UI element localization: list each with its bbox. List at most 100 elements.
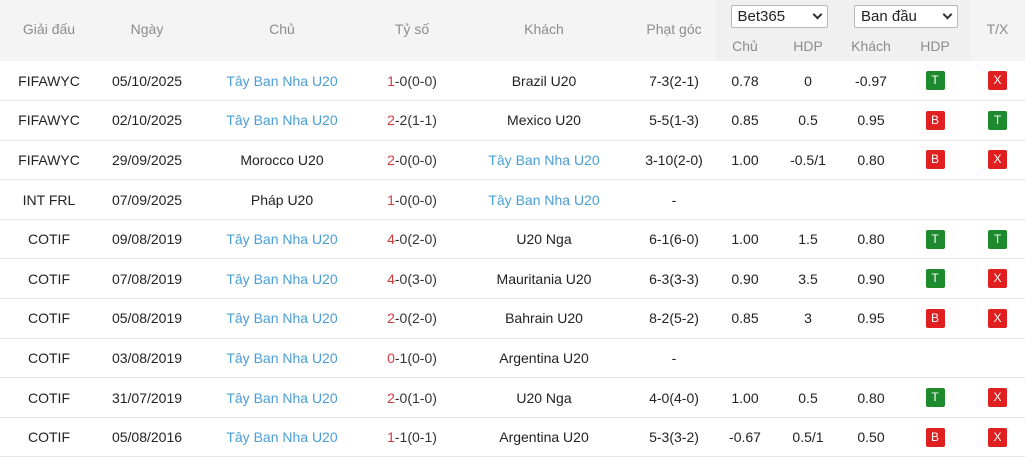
- odds-hdp: 3: [804, 310, 812, 327]
- away-team-link[interactable]: Tây Ban Nha U20: [488, 191, 600, 208]
- league-cell[interactable]: INT FRL: [22, 191, 76, 208]
- odds-away: 0.80: [857, 389, 885, 406]
- league-cell[interactable]: FIFAWYC: [18, 151, 80, 168]
- bookmaker-select[interactable]: Bet365: [730, 5, 828, 28]
- home-score: 2: [387, 389, 395, 406]
- score-cell[interactable]: 2-0(2-0): [368, 299, 456, 339]
- tx-result-cell: [970, 338, 1025, 378]
- corner-cell: 4-0(4-0): [649, 389, 699, 406]
- odds-away: [842, 338, 900, 378]
- home-score: 1: [387, 72, 395, 89]
- away-team-link[interactable]: Brazil U20: [511, 72, 577, 89]
- away-team-link[interactable]: U20 Nga: [516, 389, 572, 406]
- odds-home: 1.00: [731, 151, 759, 168]
- score-cell[interactable]: 1-1(0-1): [368, 417, 456, 457]
- away-team-link[interactable]: U20 Nga: [516, 231, 572, 248]
- odds-hdp: 0.5: [798, 389, 818, 406]
- tx-result-badge: X: [988, 150, 1007, 170]
- league-cell[interactable]: COTIF: [28, 231, 70, 248]
- home-team-link[interactable]: Tây Ban Nha U20: [226, 310, 338, 327]
- odds-home: 1.00: [731, 389, 759, 406]
- home-team-link[interactable]: Tây Ban Nha U20: [226, 112, 338, 129]
- away-team-link[interactable]: Mexico U20: [507, 112, 581, 129]
- league-cell[interactable]: COTIF: [28, 349, 70, 366]
- table-row: INT FRL 07/09/2025 Pháp U20 1-0(0-0) Tây…: [0, 180, 1025, 220]
- league-cell[interactable]: COTIF: [28, 429, 70, 446]
- score-cell[interactable]: 4-0(3-0): [368, 259, 456, 299]
- hdp-result-cell: B: [900, 417, 970, 457]
- tx-result-cell: X: [970, 378, 1025, 418]
- home-team-link[interactable]: Tây Ban Nha U20: [226, 389, 338, 406]
- tx-result-badge: X: [988, 269, 1007, 289]
- hdp-result-cell: [900, 180, 970, 220]
- odds-home: -0.67: [729, 429, 761, 446]
- home-score: 2: [387, 310, 395, 327]
- home-score: 2: [387, 151, 395, 168]
- tx-result-cell: X: [970, 259, 1025, 299]
- score-rest: -2(1-1): [394, 112, 437, 129]
- corner-cell: 8-2(5-2): [649, 310, 699, 327]
- odds-home: 1.00: [731, 231, 759, 248]
- league-cell[interactable]: COTIF: [28, 310, 70, 327]
- away-team-link[interactable]: Tây Ban Nha U20: [488, 151, 600, 168]
- hdp-result-cell: T: [900, 378, 970, 418]
- odds-home: 0.78: [731, 72, 759, 89]
- league-cell[interactable]: FIFAWYC: [18, 112, 80, 129]
- header-corner: Phạt góc: [632, 0, 716, 61]
- corner-cell: 7-3(2-1): [649, 72, 699, 89]
- header-league: Giải đấu: [0, 0, 98, 61]
- hdp-result-cell: B: [900, 101, 970, 141]
- score-cell[interactable]: 2-0(0-0): [368, 140, 456, 180]
- home-score: 1: [387, 191, 395, 208]
- league-cell[interactable]: COTIF: [28, 389, 70, 406]
- date-cell: 05/08/2016: [111, 429, 183, 446]
- bookmaker-select-cell: Bet365: [716, 0, 842, 31]
- header-home: Chủ: [196, 0, 368, 61]
- odds-type-select[interactable]: Ban đầu: [854, 5, 958, 28]
- hdp-result-cell: B: [900, 140, 970, 180]
- away-team-link[interactable]: Argentina U20: [499, 429, 589, 446]
- home-team-link[interactable]: Tây Ban Nha U20: [226, 270, 338, 287]
- header-odds-away: Khách: [842, 31, 900, 61]
- home-team-link[interactable]: Tây Ban Nha U20: [226, 231, 338, 248]
- corner-cell: -: [671, 191, 677, 208]
- home-team-link[interactable]: Tây Ban Nha U20: [226, 429, 338, 446]
- score-cell[interactable]: 0-1(0-0): [368, 338, 456, 378]
- score-rest: -0(2-0): [394, 231, 437, 248]
- odds-hdp: [774, 180, 842, 220]
- odds-hdp: 0: [804, 72, 812, 89]
- tx-result-cell: X: [970, 61, 1025, 101]
- odds-away: 0.80: [857, 231, 885, 248]
- home-team-link[interactable]: Tây Ban Nha U20: [226, 72, 338, 89]
- score-rest: -0(0-0): [394, 191, 437, 208]
- score-rest: -0(3-0): [394, 270, 437, 287]
- date-cell: 07/09/2025: [111, 191, 183, 208]
- away-team-link[interactable]: Argentina U20: [499, 349, 589, 366]
- odds-hdp: 3.5: [798, 270, 818, 287]
- score-cell[interactable]: 1-0(0-0): [368, 180, 456, 220]
- header-tx: T/X: [970, 0, 1025, 61]
- hdp-result-badge: T: [925, 388, 945, 408]
- tx-result-cell: X: [970, 299, 1025, 339]
- away-team-link[interactable]: Mauritania U20: [496, 270, 592, 287]
- home-team-link[interactable]: Tây Ban Nha U20: [226, 349, 338, 366]
- odds-away: 0.80: [857, 151, 885, 168]
- home-team-link[interactable]: Morocco U20: [240, 151, 324, 168]
- home-score: 0: [387, 349, 395, 366]
- score-cell[interactable]: 1-0(0-0): [368, 61, 456, 101]
- odds-hdp: -0.5/1: [790, 151, 826, 168]
- away-team-link[interactable]: Bahrain U20: [505, 310, 583, 327]
- header-odds-hdp-result: HDP: [900, 31, 970, 61]
- date-cell: 09/08/2019: [111, 231, 183, 248]
- tx-result-cell: X: [970, 140, 1025, 180]
- corner-cell: 3-10(2-0): [645, 151, 703, 168]
- home-team-link[interactable]: Pháp U20: [250, 191, 314, 208]
- score-cell[interactable]: 4-0(2-0): [368, 219, 456, 259]
- league-cell[interactable]: FIFAWYC: [18, 72, 80, 89]
- league-cell[interactable]: COTIF: [28, 270, 70, 287]
- score-cell[interactable]: 2-2(1-1): [368, 101, 456, 141]
- header-away: Khách: [456, 0, 632, 61]
- score-cell[interactable]: 2-0(1-0): [368, 378, 456, 418]
- date-cell: 07/08/2019: [111, 270, 183, 287]
